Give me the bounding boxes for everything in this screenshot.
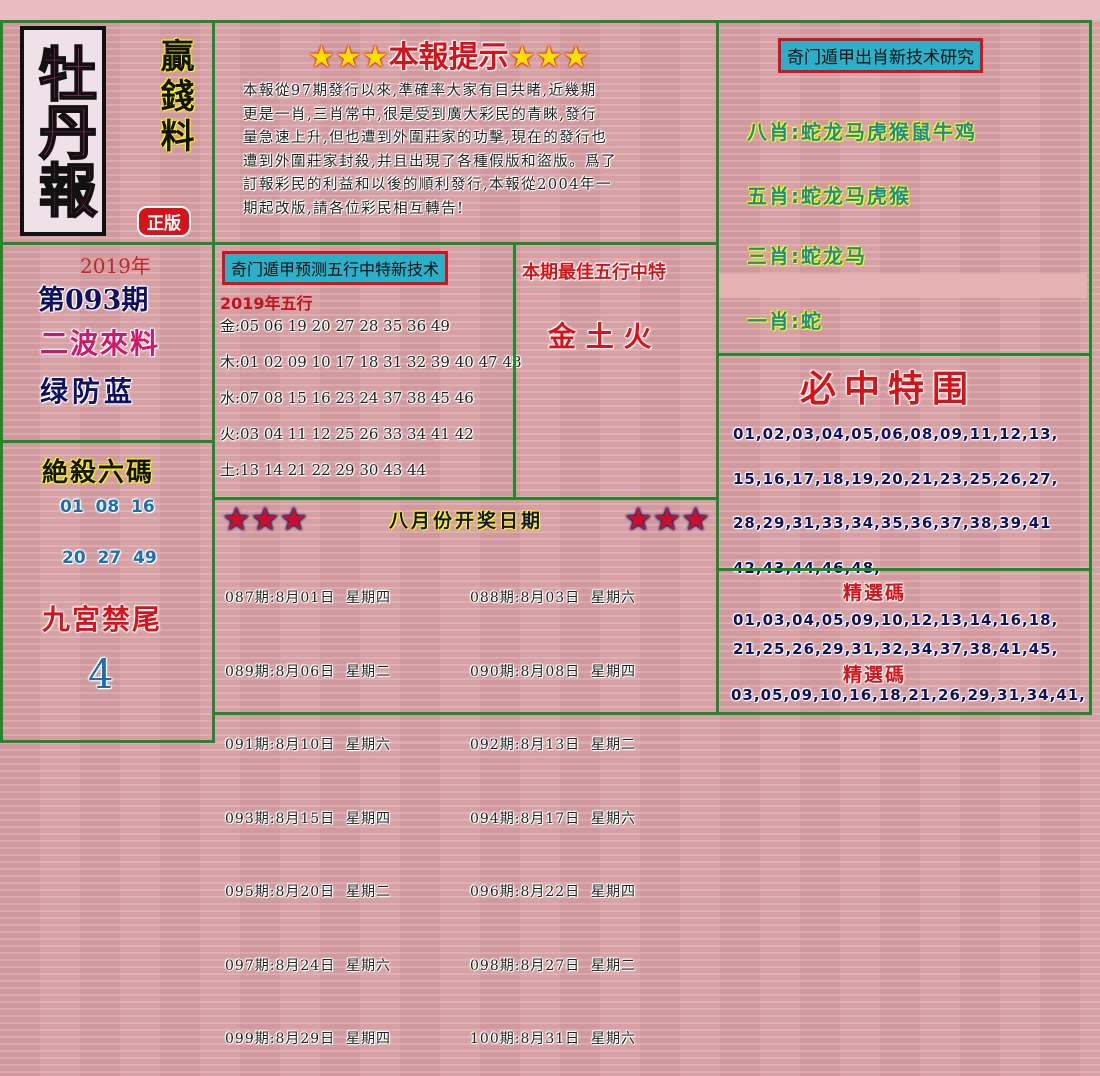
- special-row: 15,16,17,18,19,20,21,23,25,26,27,: [733, 469, 1059, 488]
- notice-title: 本報提示: [388, 40, 509, 75]
- schedule-row: 087期:8月01日 星期四 088期:8月03日 星期六: [225, 590, 637, 606]
- selected-row: 01,03,04,05,09,10,12,13,14,16,18,: [733, 611, 1059, 629]
- wave-value: 绿防蓝: [40, 375, 137, 408]
- logo: 牡丹報: [20, 26, 106, 236]
- notice-line: 量急速上升,但也遭到外圍莊家的功擊,現在的發行也: [243, 130, 608, 146]
- notice-line: 遭到外圍莊家封殺,并且出現了各種假版和盜版。爲了: [243, 153, 618, 170]
- schedule-row: 097期:8月24日 星期六 098期:8月27日 星期二: [225, 957, 637, 974]
- wuxing-row: 土:13 14 21 22 29 30 43 44: [220, 461, 427, 479]
- schedule-header: ★★★ 八月份开奖日期 ★★★: [222, 500, 710, 538]
- notice-header: ★★★本報提示★★★: [308, 32, 589, 76]
- year-label: 2019年: [80, 254, 151, 278]
- selected-list: 01,03,04,05,09,10,12,13,14,16,18, 21,25,…: [733, 606, 1058, 664]
- schedule-row: 093期:8月15日 星期四 094期:8月17日 星期六: [225, 810, 637, 827]
- selected-title: 精選碼: [843, 664, 907, 686]
- logo-title: 牡丹報: [28, 43, 98, 219]
- schedule-title: 八月份开奖日期: [388, 509, 543, 532]
- wuxing-row: 木:01 02 09 10 17 18 31 32 39 40 47 48: [220, 353, 522, 371]
- edition-badge: 正版: [137, 206, 191, 237]
- special-row: 01,02,03,04,05,06,08,09,11,12,13,: [733, 425, 1059, 443]
- schedule-list: 087期:8月01日 星期四 088期:8月03日 星期六 089期:8月06日 …: [225, 537, 636, 1076]
- notice-line: 更是一肖,三肖常中,很是受到廣大彩民的青睞,發行: [243, 106, 598, 123]
- best-title: 本期最佳五行中特: [522, 262, 666, 283]
- special-list: 01,02,03,04,05,06,08,09,11,12,13, 15,16,…: [733, 412, 1058, 590]
- logo-side-text: 贏錢料: [154, 38, 194, 158]
- kill-row: 20 27 49: [62, 548, 157, 568]
- notice-line: 訂報彩民的利益和以後的順利發行,本報從2004年一: [243, 177, 613, 193]
- zodiac-banner: 奇门遁甲出肖新技术研究: [778, 38, 983, 73]
- selected-row: 03,05,09,10,16,18,21,26,29,31,34,41,: [731, 686, 1086, 704]
- schedule-row: 099期:8月29日 星期四 100期:8月31日 星期六: [225, 1031, 637, 1047]
- selected-row: 21,25,26,29,31,32,34,37,38,41,45,: [733, 640, 1059, 658]
- notice-body: 本報從97期發行以來,準確率大家有目共睹,近幾期 更是一肖,三肖常中,很是受到廣…: [243, 80, 617, 221]
- schedule-row: 095期:8月20日 星期二 096期:8月22日 星期四: [225, 884, 637, 900]
- star-icon: ★★★: [308, 40, 389, 75]
- schedule-row: 089期:8月06日 星期二 090期:8月08日 星期四: [225, 663, 637, 680]
- notice-line: 期起改版,請各位彩民相互轉告!: [243, 200, 465, 217]
- kill-row: 01 08 16: [60, 497, 155, 517]
- zodiac-row: 八肖:蛇龙马虎猴鼠牛鸡: [747, 120, 977, 144]
- star-icon: ★★★: [508, 40, 590, 75]
- wuxing-list: 金:05 06 19 20 27 28 35 36 49 木:01 02 09 …: [220, 308, 522, 488]
- wuxing-subtitle: 2019年五行: [220, 294, 313, 313]
- wuxing-row: 水:07 08 15 16 23 24 37 38 45 46: [220, 389, 474, 407]
- schedule-row: 091期:8月10日 星期六 092期:8月13日 星期二: [225, 737, 637, 753]
- zodiac-row: 三肖:蛇龙马: [747, 244, 867, 268]
- wuxing-row: 金:05 06 19 20 27 28 35 36 49: [220, 317, 450, 335]
- star-icon: ★★★: [623, 500, 710, 538]
- tail-title: 九宮禁尾: [42, 603, 163, 636]
- special-title: 必中特围: [800, 369, 977, 410]
- special-row: 42,43,44,46,48,: [733, 558, 881, 577]
- notice-line: 本報從97期發行以來,準確率大家有目共睹,近幾期: [243, 83, 597, 99]
- selected-box: [716, 568, 1092, 715]
- wuxing-row: 火:03 04 11 12 25 26 33 34 41 42: [220, 425, 474, 443]
- best-value: 金 土 火: [548, 320, 652, 353]
- tail-value: 4: [88, 652, 114, 698]
- kill-title: 絶殺六碼: [42, 458, 155, 488]
- star-icon: ★★★: [222, 500, 309, 538]
- special-row: 28,29,31,33,34,35,36,37,38,39,41: [733, 514, 1052, 532]
- wuxing-banner: 奇门遁甲预测五行中特新技术: [222, 251, 449, 285]
- zodiac-row: 五肖:蛇龙马虎猴: [747, 184, 911, 208]
- selected-title: 精選碼: [843, 582, 907, 604]
- zodiac-row: 一肖:蛇: [747, 309, 823, 333]
- blank-strip: [719, 274, 1087, 298]
- issue-number: 第093期: [38, 285, 149, 316]
- top-strip: [0, 0, 1100, 20]
- wave-title: 二波來料: [40, 327, 161, 360]
